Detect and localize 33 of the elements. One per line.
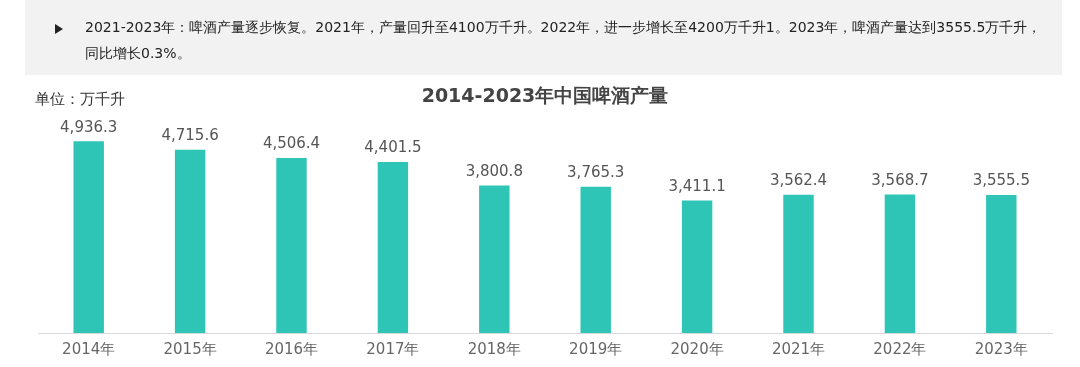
bar	[377, 162, 409, 333]
data-label: 4,506.4	[262, 134, 321, 153]
bar	[580, 186, 611, 333]
data-label: 3,800.8	[465, 161, 523, 180]
bar	[884, 194, 916, 333]
x-tick-label: 2020年	[670, 339, 724, 358]
bar	[986, 194, 1017, 333]
bar	[174, 149, 206, 333]
x-tick-label: 2015年	[163, 339, 217, 358]
bar	[479, 185, 510, 333]
text: 2021-2023年：啤酒产量逐步恢复。2021年，产量回升至4100万千升。2022年，进一步增长至4200万千升1。2023年，啤酒产量达到3555.5万千升，同比增长0.3%。	[85, 19, 1042, 61]
data-label: 3,765.3	[567, 163, 625, 182]
data-label: 3,568.7	[871, 170, 929, 189]
x-tick-label: 2021年	[771, 339, 826, 358]
text: 单位：万千升	[35, 90, 125, 109]
x-tick-label: 2019年	[569, 339, 623, 358]
bar	[681, 200, 713, 333]
data-label: 4,715.6	[161, 126, 219, 145]
x-tick-label: 2014年	[62, 339, 116, 358]
bar	[783, 194, 814, 333]
chart-title: 2014-2023年中国啤酒产量	[421, 84, 669, 107]
data-label: 3,411.1	[668, 176, 726, 195]
x-tick-label: 2023年	[974, 339, 1028, 358]
x-tick-label: 2017年	[366, 339, 420, 358]
data-label: 4,936.3	[60, 117, 118, 136]
data-label: 4,401.5	[364, 138, 422, 157]
data-label: 3,562.4	[769, 171, 828, 190]
bar	[73, 141, 104, 333]
x-tick-label: 2018年	[467, 339, 521, 358]
bar	[276, 157, 307, 333]
data-label: 3,555.5	[972, 171, 1030, 190]
x-tick-label: 2022年	[873, 339, 927, 358]
x-tick-label: 2016年	[264, 339, 319, 358]
